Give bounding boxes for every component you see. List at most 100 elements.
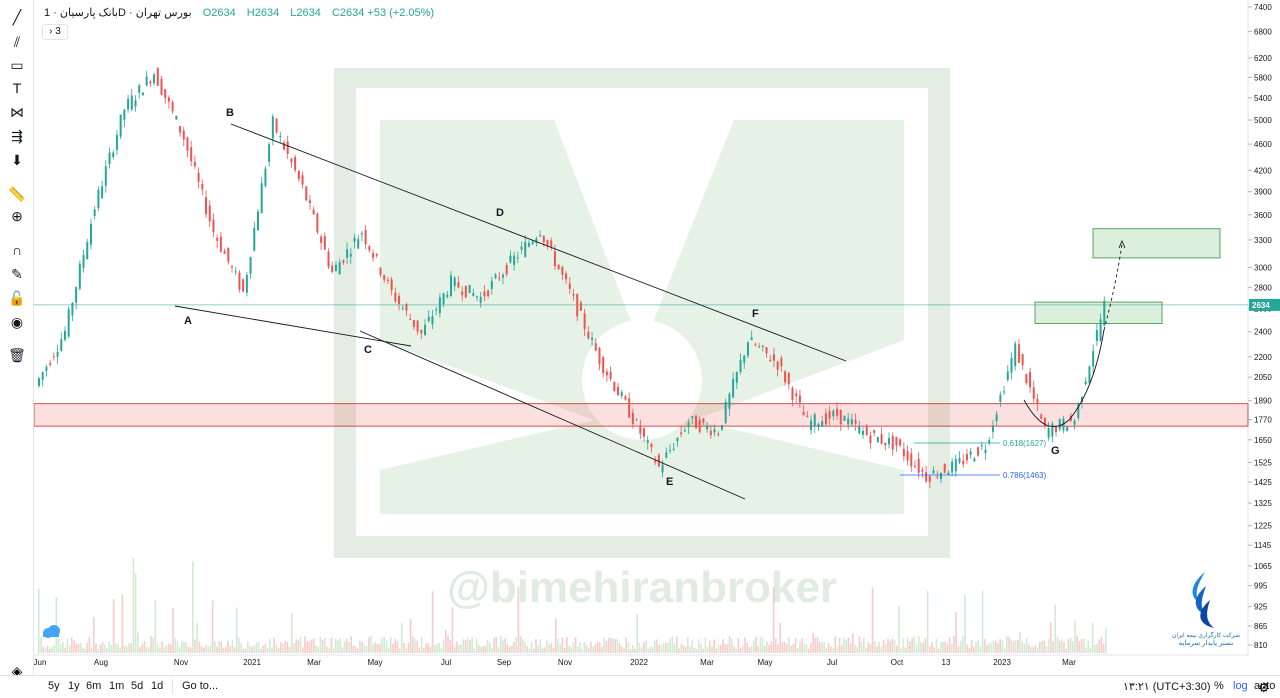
volume-bar (198, 641, 201, 653)
measure-icon[interactable]: ⇶ (11, 128, 23, 144)
layers-icon[interactable]: ◈ (11, 663, 23, 679)
volume-bar (746, 642, 748, 653)
target-zone-1 (1034, 301, 1163, 324)
volume-bar (748, 646, 751, 653)
candle-body (457, 282, 460, 288)
candle-body (141, 92, 144, 96)
volume-bar (968, 648, 971, 653)
price-chart[interactable]: @bimehiranbroker 810 865 925 995 1065 1145 1225… (34, 0, 1280, 675)
lower-channel-line-1 (174, 305, 412, 347)
volume-bar (808, 648, 810, 653)
volume-bar (99, 644, 102, 653)
clock-label[interactable]: ۱۳:۲۱ (UTC+3:30) (1123, 681, 1211, 693)
volume-bar (574, 637, 577, 653)
candle-body (171, 102, 174, 112)
close-value: C2634 (331, 7, 365, 19)
wave-label-f: F (752, 308, 759, 320)
range-5y[interactable]: 5y (48, 680, 60, 692)
volume-bar (1017, 639, 1019, 653)
volume-bar (902, 638, 905, 653)
magnet-icon[interactable]: ∩ (11, 242, 23, 258)
volume-bar (823, 641, 825, 653)
pattern-icon[interactable]: ⋈ (10, 104, 24, 120)
range-1y[interactable]: 1y (68, 680, 80, 692)
trash-icon[interactable]: 🗑 (8, 347, 26, 363)
candle-body (553, 251, 556, 267)
goto-button[interactable]: Go to... (182, 680, 219, 692)
symbol-name[interactable]: بانک پارسیان (59, 7, 118, 19)
price-tick-label: 1525 (1254, 459, 1272, 468)
range-6m[interactable]: 6m (86, 680, 102, 692)
eye-icon[interactable]: ◉ (10, 314, 24, 330)
volume-bar (911, 637, 913, 653)
volume-bar (480, 646, 482, 653)
volume-bar (286, 641, 289, 653)
volume-bar (469, 639, 471, 653)
volume-bar (735, 648, 737, 653)
pitchfork-icon[interactable]: ⫽ (13, 34, 21, 50)
volume-bar (95, 643, 97, 653)
lock-pencil-icon[interactable]: ✎ (11, 266, 23, 282)
volume-bar (572, 642, 575, 653)
volume-bar (295, 639, 297, 653)
volume-bar (755, 636, 757, 653)
volume-bar (40, 637, 42, 653)
volume-bar (493, 637, 495, 653)
volume-bar (999, 639, 1001, 653)
settings-gear-icon[interactable]: ⚙ (1258, 680, 1270, 695)
candle-body (984, 449, 987, 453)
interval-label[interactable]: 1D (44, 7, 126, 19)
volume-bar (786, 643, 788, 653)
range-1m[interactable]: 1m (109, 680, 125, 692)
lock-icon[interactable]: 🔓 (8, 290, 26, 306)
candle-body (969, 451, 972, 455)
candle-body (75, 287, 78, 303)
volume-bar (1100, 636, 1103, 653)
zoom-in-icon[interactable]: ⊕ (11, 208, 23, 224)
volume-bar (178, 647, 181, 653)
ruler-icon[interactable]: 📏 (8, 186, 26, 202)
candle-body (494, 274, 497, 278)
range-1d[interactable]: 1d (151, 680, 164, 692)
candle-body (1051, 423, 1054, 437)
wave-label-e: E (666, 476, 673, 488)
volume-bar (970, 639, 973, 653)
range-5d[interactable]: 5d (131, 680, 144, 692)
volume-bar (530, 642, 533, 653)
volume-bar (711, 645, 713, 653)
log-toggle[interactable]: log (1233, 680, 1248, 692)
indicators-toggle-button[interactable]: › 3 (42, 24, 68, 40)
percent-toggle[interactable]: % (1214, 680, 1224, 692)
candle-body (501, 275, 504, 278)
rectangle-icon[interactable]: ▭ (10, 57, 24, 73)
fib-levels: 0.618(1627) 0.786(1463) (900, 439, 1046, 480)
volume-bar (42, 646, 44, 653)
price-tick-label: 2800 (1254, 283, 1272, 292)
volume-bar (412, 636, 414, 653)
candle-body (227, 247, 230, 262)
volume-bar (517, 586, 520, 653)
candle-body (550, 240, 553, 247)
volume-bar (557, 638, 559, 653)
arrow-down-icon[interactable]: ⬇ (11, 152, 23, 168)
candle-body (828, 410, 831, 419)
volume-bar (62, 642, 64, 653)
auto-toggle[interactable]: auto (1254, 680, 1276, 692)
volume-bar (326, 646, 328, 653)
trend-line-icon[interactable]: ╱ (12, 9, 22, 25)
time-tick-label: Jul (441, 658, 451, 667)
candle-body (769, 360, 772, 362)
volume-bar (781, 641, 784, 653)
volume-bar (1063, 642, 1065, 653)
price-tick-label: 1770 (1254, 416, 1272, 425)
exchange-label: بورس تهران (135, 7, 192, 19)
volume-bar (249, 646, 251, 653)
text-icon[interactable]: T (12, 80, 22, 96)
volume-bar (460, 644, 462, 653)
volume-bar (143, 641, 146, 653)
candle-body (498, 277, 501, 279)
volume-bar (53, 645, 55, 653)
volume-bar (189, 647, 192, 653)
candle-body (364, 229, 367, 245)
chevron-right-icon: › (49, 26, 53, 37)
